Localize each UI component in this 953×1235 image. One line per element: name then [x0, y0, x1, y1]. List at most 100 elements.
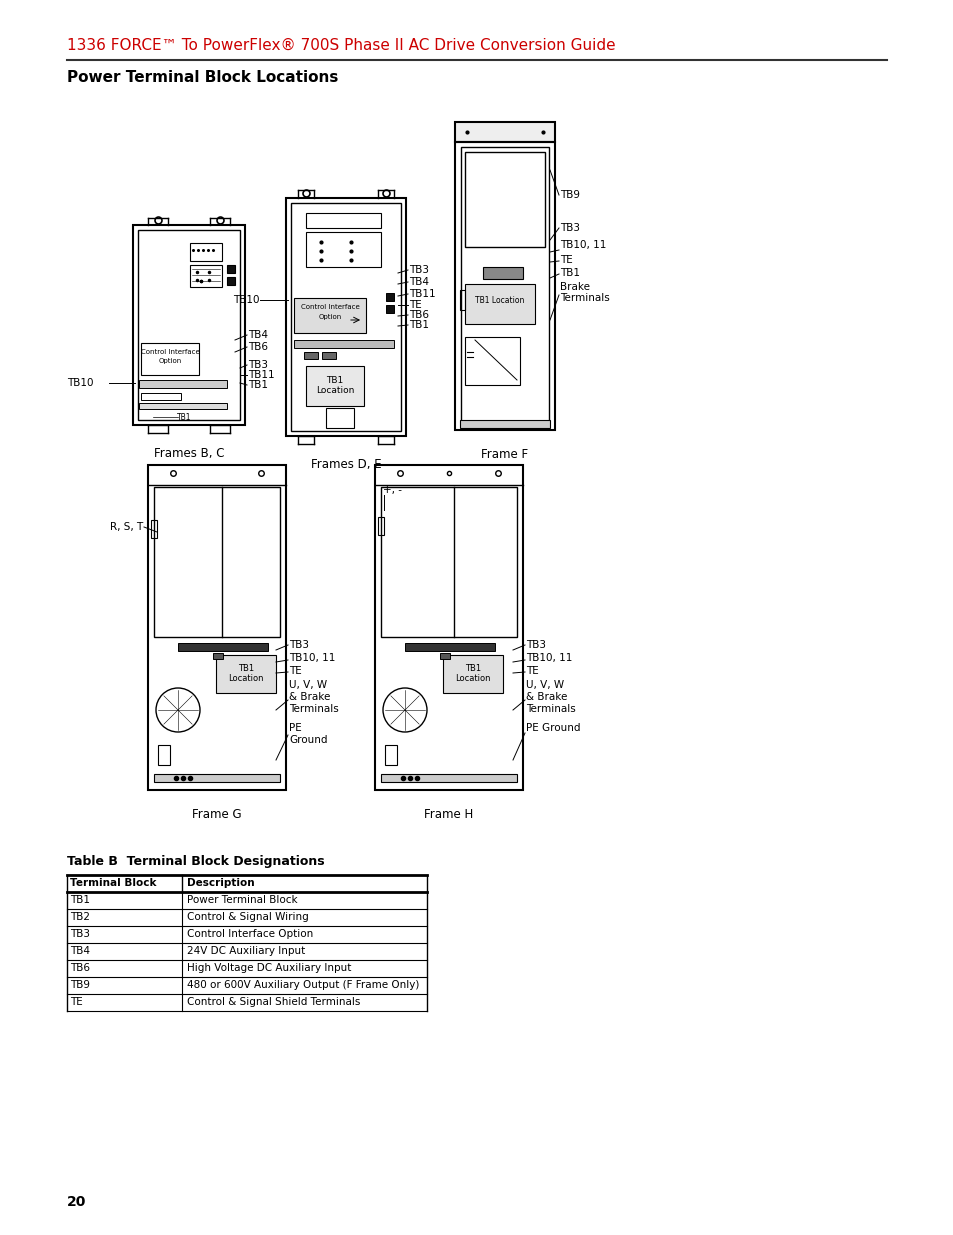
- Text: TB1: TB1: [409, 320, 429, 330]
- Bar: [306, 232, 380, 267]
- Bar: [326, 408, 354, 429]
- Bar: [291, 203, 400, 431]
- Text: Control Interface: Control Interface: [140, 350, 199, 354]
- Bar: [227, 277, 234, 285]
- Bar: [439, 653, 450, 659]
- Text: TB3: TB3: [409, 266, 429, 275]
- Bar: [148, 466, 286, 790]
- Text: TE: TE: [559, 254, 572, 266]
- Text: PE: PE: [289, 722, 301, 734]
- Bar: [227, 266, 234, 273]
- Text: TB2: TB2: [70, 911, 90, 923]
- Text: TB6: TB6: [409, 310, 429, 320]
- Bar: [153, 774, 280, 782]
- Text: PE Ground: PE Ground: [525, 722, 579, 734]
- Bar: [141, 343, 199, 375]
- Text: 1336 FORCE™ To PowerFlex® 700S Phase II AC Drive Conversion Guide: 1336 FORCE™ To PowerFlex® 700S Phase II …: [67, 38, 615, 53]
- Bar: [459, 290, 464, 310]
- Text: 20: 20: [67, 1195, 87, 1209]
- Text: Control & Signal Shield Terminals: Control & Signal Shield Terminals: [187, 997, 360, 1007]
- Text: Frames D, E: Frames D, E: [311, 458, 381, 471]
- Bar: [322, 352, 335, 359]
- Text: TB1: TB1: [70, 895, 90, 905]
- Bar: [304, 352, 317, 359]
- Bar: [405, 643, 495, 651]
- Bar: [460, 147, 548, 424]
- Bar: [132, 225, 245, 425]
- Bar: [455, 142, 555, 430]
- Text: Brake: Brake: [559, 282, 589, 291]
- Text: Terminals: Terminals: [525, 704, 576, 714]
- Bar: [178, 643, 268, 651]
- Text: +, -: +, -: [382, 485, 401, 495]
- Bar: [294, 340, 394, 348]
- Text: Frame H: Frame H: [424, 808, 473, 821]
- Bar: [141, 393, 181, 400]
- Text: TB11: TB11: [409, 289, 436, 299]
- Bar: [153, 487, 280, 637]
- Text: Location: Location: [455, 674, 490, 683]
- Bar: [482, 267, 522, 279]
- Text: & Brake: & Brake: [525, 692, 567, 701]
- Text: Control & Signal Wiring: Control & Signal Wiring: [187, 911, 309, 923]
- Text: Location: Location: [315, 387, 354, 395]
- Text: Terminal Block: Terminal Block: [70, 878, 156, 888]
- Bar: [139, 403, 227, 409]
- Text: U, V, W: U, V, W: [525, 680, 563, 690]
- Text: Control Interface Option: Control Interface Option: [187, 929, 313, 939]
- Text: TB1: TB1: [248, 380, 268, 390]
- Bar: [190, 243, 222, 261]
- Text: Power Terminal Block: Power Terminal Block: [187, 895, 297, 905]
- Bar: [286, 198, 406, 436]
- Text: TB1: TB1: [176, 412, 191, 422]
- Bar: [459, 420, 550, 429]
- Bar: [158, 745, 170, 764]
- Text: TB4: TB4: [70, 946, 90, 956]
- Text: High Voltage DC Auxiliary Input: High Voltage DC Auxiliary Input: [187, 963, 351, 973]
- Text: TB10: TB10: [233, 295, 259, 305]
- Text: Ground: Ground: [289, 735, 327, 745]
- Text: Terminals: Terminals: [289, 704, 338, 714]
- Text: 24V DC Auxiliary Input: 24V DC Auxiliary Input: [187, 946, 305, 956]
- Text: TE: TE: [289, 666, 301, 676]
- Bar: [455, 122, 555, 142]
- Text: TB10, 11: TB10, 11: [559, 240, 606, 249]
- Bar: [386, 293, 394, 301]
- Bar: [151, 520, 157, 538]
- Text: Option: Option: [158, 358, 181, 364]
- Text: U, V, W: U, V, W: [289, 680, 327, 690]
- Text: TB3: TB3: [289, 640, 309, 650]
- Text: Control Interface: Control Interface: [300, 304, 359, 310]
- Text: TB1: TB1: [237, 664, 253, 673]
- Bar: [375, 466, 522, 790]
- Text: TE: TE: [70, 997, 83, 1007]
- Bar: [190, 266, 222, 287]
- Text: & Brake: & Brake: [289, 692, 330, 701]
- Text: TB4: TB4: [248, 330, 268, 340]
- Bar: [138, 230, 240, 420]
- Text: TB1: TB1: [559, 268, 579, 278]
- Text: Table B  Terminal Block Designations: Table B Terminal Block Designations: [67, 855, 324, 868]
- Text: Frame F: Frame F: [481, 448, 528, 461]
- Bar: [464, 152, 544, 247]
- Bar: [386, 305, 394, 312]
- Text: TE: TE: [525, 666, 538, 676]
- Bar: [213, 653, 223, 659]
- Text: TB1 Location: TB1 Location: [475, 296, 524, 305]
- Text: Power Terminal Block Locations: Power Terminal Block Locations: [67, 70, 338, 85]
- Bar: [385, 745, 396, 764]
- Text: Frames B, C: Frames B, C: [153, 447, 224, 459]
- Text: Option: Option: [318, 314, 341, 320]
- Text: R, S, T: R, S, T: [110, 522, 143, 532]
- Text: TB6: TB6: [70, 963, 90, 973]
- Text: TB10, 11: TB10, 11: [289, 653, 335, 663]
- Bar: [306, 366, 364, 406]
- Text: Location: Location: [228, 674, 263, 683]
- Bar: [294, 298, 366, 333]
- Text: Description: Description: [187, 878, 254, 888]
- Text: TB9: TB9: [559, 190, 579, 200]
- Text: TB9: TB9: [70, 981, 90, 990]
- Text: TB6: TB6: [248, 342, 268, 352]
- Text: TB11: TB11: [248, 370, 274, 380]
- Text: TE: TE: [409, 300, 421, 310]
